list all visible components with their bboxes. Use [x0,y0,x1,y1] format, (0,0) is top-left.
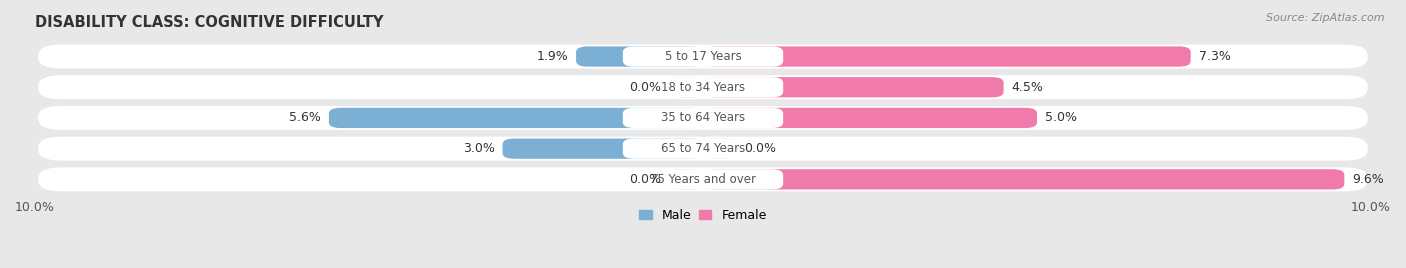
FancyBboxPatch shape [623,77,783,97]
Text: 5.6%: 5.6% [290,111,321,124]
FancyBboxPatch shape [38,137,1368,161]
FancyBboxPatch shape [669,77,703,97]
Text: 4.5%: 4.5% [1012,81,1043,94]
Legend: Male, Female: Male, Female [634,204,772,227]
Text: 3.0%: 3.0% [463,142,495,155]
FancyBboxPatch shape [38,75,1368,99]
Text: 18 to 34 Years: 18 to 34 Years [661,81,745,94]
FancyBboxPatch shape [502,139,703,159]
Text: 5.0%: 5.0% [1045,111,1077,124]
FancyBboxPatch shape [703,46,1191,67]
Text: 0.0%: 0.0% [630,81,662,94]
FancyBboxPatch shape [703,108,1038,128]
FancyBboxPatch shape [623,108,783,128]
FancyBboxPatch shape [38,106,1368,130]
FancyBboxPatch shape [38,168,1368,191]
Text: 0.0%: 0.0% [630,173,662,186]
Text: 65 to 74 Years: 65 to 74 Years [661,142,745,155]
FancyBboxPatch shape [576,46,703,67]
FancyBboxPatch shape [623,139,783,159]
FancyBboxPatch shape [703,169,1344,189]
Text: DISABILITY CLASS: COGNITIVE DIFFICULTY: DISABILITY CLASS: COGNITIVE DIFFICULTY [35,15,384,30]
FancyBboxPatch shape [669,169,703,189]
Text: 75 Years and over: 75 Years and over [650,173,756,186]
FancyBboxPatch shape [703,139,737,159]
Text: 5 to 17 Years: 5 to 17 Years [665,50,741,63]
Text: 9.6%: 9.6% [1353,173,1384,186]
FancyBboxPatch shape [623,46,783,67]
FancyBboxPatch shape [38,44,1368,69]
FancyBboxPatch shape [623,169,783,189]
Text: 7.3%: 7.3% [1199,50,1230,63]
Text: Source: ZipAtlas.com: Source: ZipAtlas.com [1267,13,1385,23]
Text: 0.0%: 0.0% [744,142,776,155]
Text: 1.9%: 1.9% [536,50,568,63]
Text: 35 to 64 Years: 35 to 64 Years [661,111,745,124]
FancyBboxPatch shape [329,108,703,128]
FancyBboxPatch shape [703,77,1004,97]
